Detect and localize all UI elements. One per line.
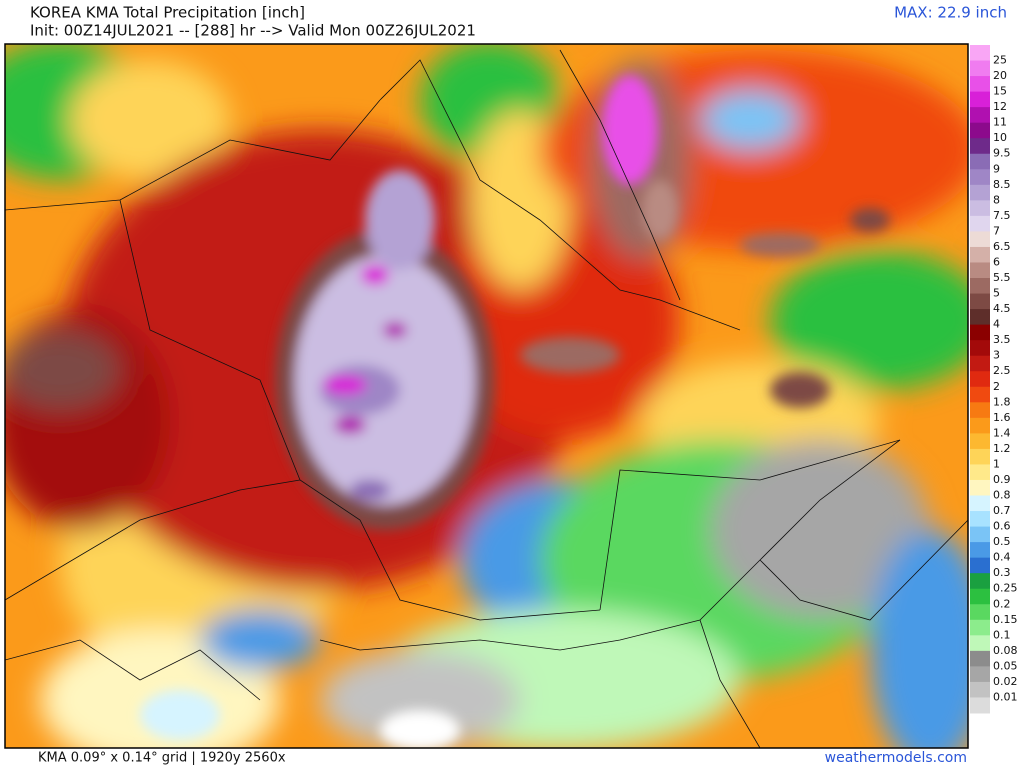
legend-label: 1: [993, 457, 1000, 470]
legend-label: 0.02: [993, 675, 1018, 688]
legend-swatch: [970, 479, 990, 497]
legend-swatch: [970, 666, 990, 683]
legend-swatch: [970, 635, 990, 652]
legend-swatch: [970, 246, 990, 263]
legend-label: 4.5: [993, 302, 1011, 315]
legend-swatch: [970, 278, 990, 295]
max-value: MAX: 22.9 inch: [894, 4, 1007, 22]
legend-swatch: [970, 573, 990, 590]
legend-label: 5.5: [993, 271, 1011, 284]
legend-swatch: [970, 293, 990, 310]
borders: [5, 49, 968, 748]
legend-label: 2.5: [993, 364, 1011, 377]
legend-swatch: [970, 619, 990, 636]
legend-swatch: [970, 324, 990, 341]
legend-swatch: [970, 417, 990, 434]
legend-swatch: [970, 386, 990, 403]
legend-swatch: [970, 464, 990, 481]
legend-swatch: [970, 495, 990, 512]
legend-label: 1.6: [993, 411, 1011, 424]
legend: 2520151211109.598.587.576.565.554.543.53…: [970, 45, 1018, 714]
legend-label: 8.5: [993, 178, 1011, 191]
legend-label: 7: [993, 224, 1000, 237]
legend-swatch: [970, 681, 990, 698]
legend-label: 1.2: [993, 442, 1011, 455]
legend-label: 4: [993, 318, 1000, 331]
legend-swatch: [970, 169, 990, 186]
legend-swatch: [970, 355, 990, 372]
legend-swatch: [970, 557, 990, 574]
site-link: weathermodels.com: [825, 750, 967, 766]
legend-swatch: [970, 448, 990, 465]
legend-label: 7.5: [993, 209, 1011, 222]
legend-label: 6: [993, 255, 1000, 268]
legend-label: 5: [993, 287, 1000, 300]
legend-swatch: [970, 511, 990, 528]
legend-label: 0.5: [993, 535, 1011, 548]
init-line: Init: 00Z14JUL2021 -- [288] hr --> Valid…: [30, 22, 476, 40]
legend-label: 12: [993, 100, 1007, 113]
legend-swatch: [970, 76, 990, 93]
legend-label: 25: [993, 54, 1007, 67]
legend-label: 9: [993, 162, 1000, 175]
legend-swatch: [970, 262, 990, 279]
legend-swatch: [970, 107, 990, 124]
legend-label: 0.9: [993, 473, 1011, 486]
legend-swatch: [970, 371, 990, 388]
legend-label: 0.6: [993, 520, 1011, 533]
legend-label: 2: [993, 380, 1000, 393]
legend-label: 0.05: [993, 659, 1018, 672]
title: KOREA KMA Total Precipitation [inch]: [30, 4, 305, 22]
legend-swatch: [970, 215, 990, 232]
legend-swatch: [970, 588, 990, 605]
legend-swatch: [970, 433, 990, 450]
legend-swatch: [970, 402, 990, 419]
legend-label: 3.5: [993, 333, 1011, 346]
legend-label: 0.15: [993, 613, 1018, 626]
legend-label: 10: [993, 131, 1007, 144]
legend-swatch: [970, 153, 990, 170]
legend-swatch: [970, 231, 990, 248]
legend-swatch: [970, 340, 990, 357]
legend-label: 6.5: [993, 240, 1011, 253]
legend-label: 0.3: [993, 566, 1011, 579]
legend-swatch: [970, 697, 990, 714]
legend-label: 0.2: [993, 597, 1011, 610]
legend-label: 15: [993, 85, 1007, 98]
legend-label: 9.5: [993, 147, 1011, 160]
legend-swatch: [970, 184, 990, 201]
legend-label: 0.4: [993, 551, 1011, 564]
legend-swatch: [970, 650, 990, 667]
legend-label: 1.4: [993, 426, 1011, 439]
legend-swatch: [970, 200, 990, 217]
legend-label: 11: [993, 116, 1007, 129]
legend-swatch: [970, 542, 990, 559]
legend-swatch: [970, 45, 990, 62]
legend-label: 20: [993, 69, 1007, 82]
precip-map: [5, 44, 968, 748]
map-frame: [4, 43, 969, 749]
legend-label: 1.8: [993, 395, 1011, 408]
legend-label: 3: [993, 349, 1000, 362]
legend-swatch: [970, 60, 990, 77]
legend-label: 8: [993, 193, 1000, 206]
legend-swatch: [970, 309, 990, 326]
legend-label: 0.08: [993, 644, 1018, 657]
legend-label: 0.01: [993, 690, 1018, 703]
legend-label: 0.1: [993, 628, 1011, 641]
legend-swatch: [970, 526, 990, 543]
legend-swatch: [970, 122, 990, 139]
legend-label: 0.8: [993, 489, 1011, 502]
legend-label: 0.7: [993, 504, 1011, 517]
legend-swatch: [970, 604, 990, 621]
legend-label: 0.25: [993, 582, 1018, 595]
grid-info: KMA 0.09° x 0.14° grid | 1920y 2560x: [38, 751, 286, 766]
legend-swatch: [970, 91, 990, 108]
legend-swatch: [970, 138, 990, 155]
